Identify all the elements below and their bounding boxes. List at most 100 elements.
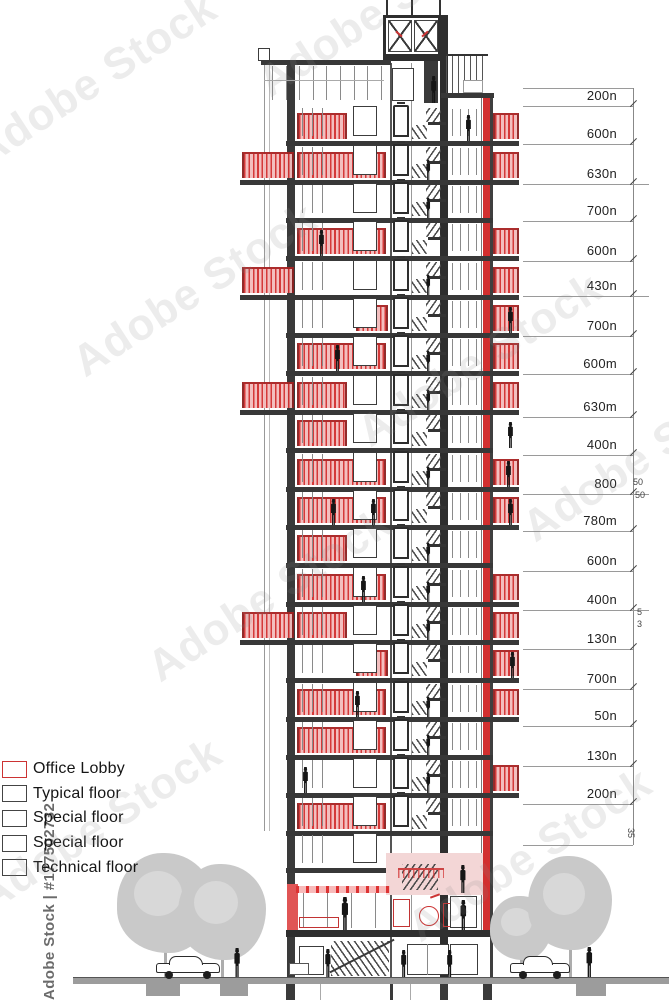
basement-column [483, 984, 492, 1000]
elevator-cab-cap [397, 792, 405, 794]
elevator-cab-cap [397, 448, 405, 450]
window-mullion [452, 761, 453, 788]
person-on-stairs [426, 275, 431, 295]
stair-flight-upper [426, 530, 441, 544]
lobby-glazing-mullion [351, 893, 352, 928]
door-frame [353, 106, 377, 136]
floor-slab [240, 180, 519, 185]
door-frame [353, 528, 377, 558]
red-right-balcony-railing [493, 765, 519, 791]
door-frame [353, 221, 377, 251]
stair-landing [428, 161, 446, 164]
window-mullion [322, 760, 323, 788]
red-right-balcony-railing [493, 650, 519, 676]
window-mullion [452, 570, 453, 597]
elevator-cab [393, 719, 409, 751]
lobby-red-bench [299, 917, 339, 928]
window-mullion [468, 339, 469, 366]
core-shaft-guide [411, 63, 412, 931]
machine-room-slab [383, 55, 441, 61]
basement-line [320, 984, 321, 1000]
foundation-pad [146, 984, 180, 996]
door-frame [353, 336, 377, 366]
stair-landing [428, 621, 446, 624]
elevator-cab [393, 220, 409, 252]
stair-flight-lower [412, 432, 427, 446]
door-frame [353, 452, 377, 482]
dimension-extension-right [633, 296, 649, 297]
stair-flight-upper [426, 492, 441, 506]
door-frame [353, 720, 377, 750]
penthouse-mullion [367, 66, 369, 100]
window-mullion [312, 147, 313, 175]
core-wall-right [440, 15, 448, 977]
window-mullion [302, 108, 303, 136]
floor-slab [240, 295, 519, 300]
dimension-label: 600m [583, 356, 617, 371]
window-mullion [468, 378, 469, 405]
window-mullion [312, 338, 313, 366]
person-silhouette [361, 576, 366, 602]
tree-canopy-highlight [543, 872, 586, 916]
stair-flight-lower [412, 586, 427, 600]
door-frame [353, 298, 377, 328]
person-silhouette [319, 230, 324, 256]
door-frame [353, 567, 377, 597]
window-mullion [452, 339, 453, 366]
elevator-cab [393, 527, 409, 559]
mezzanine-red-railing [398, 868, 444, 878]
person-at-street-level [401, 950, 407, 977]
antenna-mast [411, 0, 413, 15]
window-mullion [476, 455, 477, 482]
antenna-mast [439, 0, 441, 15]
window-mullion [476, 416, 477, 443]
pedestrian-silhouette [586, 947, 593, 977]
window-mullion [452, 455, 453, 482]
stair-landing [428, 122, 446, 125]
lobby-floor-slab [286, 930, 493, 937]
person-at-street-level [447, 950, 453, 977]
window-mullion [322, 530, 323, 558]
basement-column [286, 984, 295, 1000]
car-wheel [203, 971, 211, 979]
window-mullion [476, 570, 477, 597]
window-mullion [302, 530, 303, 558]
stair-flight-lower [412, 202, 427, 216]
red-right-balcony-railing [493, 267, 519, 293]
window-mullion [476, 646, 477, 673]
antenna-mast [386, 0, 388, 15]
elevator-cab [393, 335, 409, 367]
street-right-door-frame [450, 944, 478, 975]
stair-flight-upper [426, 262, 441, 276]
tree-trunk [220, 946, 224, 977]
person-on-stairs [426, 773, 431, 793]
window-mullion [460, 301, 461, 328]
right-facade-line [481, 98, 482, 930]
dimension-label: 400n [586, 437, 617, 452]
window-mullion [476, 608, 477, 635]
stair-landing [428, 583, 446, 586]
door-frame [353, 375, 377, 405]
stair-landing [428, 774, 446, 777]
elevator-cab-cap [397, 332, 405, 334]
legend-label-office-lobby: Office Lobby [33, 760, 125, 778]
dimension-extension-line [523, 726, 633, 727]
penthouse-mullion [380, 66, 382, 100]
window-mullion [460, 646, 461, 673]
window-mullion [468, 493, 469, 520]
window-mullion [460, 263, 461, 290]
window-mullion [460, 685, 461, 712]
roof-terrace-furniture [463, 80, 483, 93]
tree-trunk [163, 939, 167, 977]
person-on-stairs [426, 198, 431, 218]
window-mullion [460, 608, 461, 635]
elevator-cab-cap [397, 639, 405, 641]
dimension-label: 700n [586, 671, 617, 686]
dimension-label: 130n [586, 631, 617, 646]
window-mullion [476, 186, 477, 213]
person-on-stairs [426, 582, 431, 602]
window-mullion [460, 186, 461, 213]
window-mullion [322, 835, 323, 863]
penthouse-mullion [299, 66, 301, 100]
red-right-balcony-railing [493, 113, 519, 139]
